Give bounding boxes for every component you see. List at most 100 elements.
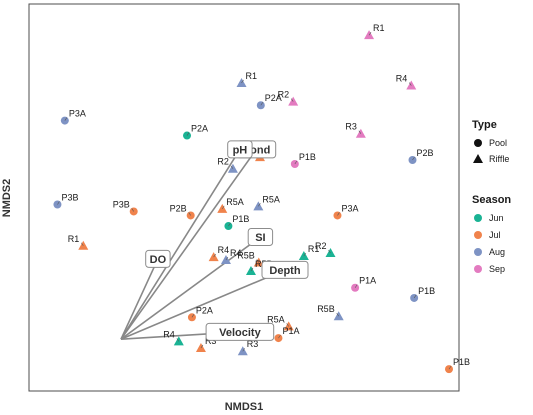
vector-label-depth: Depth — [261, 260, 309, 279]
point-label: R1 — [373, 23, 385, 33]
legend-type-label: Riffle — [489, 154, 509, 164]
point-leader — [188, 212, 191, 216]
point-label: P2B — [170, 203, 187, 213]
legend-season-label: Jul — [489, 230, 501, 240]
point-label: P3A — [341, 203, 358, 213]
point-label: R3 — [345, 122, 357, 132]
legend-type-title: Type — [472, 119, 497, 131]
point-label: P2A — [196, 305, 213, 315]
vector-si — [120, 236, 261, 340]
point-label: R4 — [218, 245, 230, 255]
point-label: P2A — [191, 124, 208, 134]
vector-label-text: SI — [255, 232, 265, 244]
point-label: P3A — [69, 109, 86, 119]
vector-label-box — [227, 140, 253, 159]
data-points: R1R4R1P2AR2P3AP2AR3R2P1BR2P2BP3BP3BR5AP1… — [53, 23, 470, 374]
point-label: P3B — [61, 193, 78, 203]
point-label: R1 — [68, 234, 80, 244]
point-leader — [286, 323, 289, 327]
point-leader — [358, 130, 362, 134]
x-axis-title: NMDS1 — [225, 401, 264, 413]
vector-label-velocity: Velocity — [205, 322, 275, 341]
legend: Type Pool Riffle Season Jun Jul Aug Sep — [472, 119, 511, 274]
point-leader — [241, 79, 244, 84]
point-label: P1B — [453, 357, 470, 367]
vector-label-text: Depth — [269, 265, 300, 277]
point-leader — [303, 252, 307, 257]
point-leader — [354, 284, 358, 288]
point-leader — [64, 117, 68, 121]
point-leader — [230, 165, 234, 169]
point-leader — [81, 242, 84, 246]
point-label: P3B — [113, 199, 130, 209]
point-label: R4 — [396, 74, 408, 84]
point-leader — [448, 365, 452, 370]
point-leader — [260, 102, 264, 106]
point-leader — [225, 256, 229, 261]
point-label: R5A — [262, 194, 280, 204]
vector-label-box — [205, 322, 275, 341]
point-leader — [186, 132, 190, 136]
vector-cond — [120, 148, 257, 340]
point-label: P2A — [265, 93, 282, 103]
point-leader — [337, 212, 340, 216]
point-label: R2 — [315, 241, 327, 251]
point-leader — [256, 259, 260, 263]
point-leader — [328, 249, 331, 254]
point-label: P1A — [359, 276, 376, 286]
legend-season-label: Jun — [489, 213, 504, 223]
point-leader — [368, 31, 372, 36]
point-leader — [191, 314, 195, 318]
vector-label-text: pH — [233, 144, 248, 156]
legend-season-title: Season — [472, 194, 511, 206]
point-label: R3 — [247, 339, 259, 349]
point-leader — [222, 205, 225, 210]
legend-jul-icon — [474, 231, 482, 239]
point-label: R2 — [278, 90, 290, 100]
vector-label-box — [261, 260, 309, 279]
vector-label-si: SI — [247, 228, 274, 246]
point-leader — [258, 203, 261, 207]
point-leader — [57, 201, 60, 205]
legend-riffle-icon — [473, 154, 483, 163]
point-label: R5B — [237, 251, 255, 261]
point-label: R3 — [205, 336, 217, 346]
point-label: R5B — [317, 304, 335, 314]
vector-label-box — [247, 228, 274, 246]
point-leader — [336, 313, 339, 317]
point-label: R1 — [308, 244, 320, 254]
vector-label-box — [145, 249, 171, 268]
vector-ph — [120, 148, 241, 340]
point-label: P1A — [282, 326, 299, 336]
point-leader — [242, 348, 246, 352]
point-leader — [228, 222, 231, 227]
y-axis-title: NMDS2 — [1, 179, 13, 218]
point-leader — [409, 82, 412, 86]
vector-label-text: Velocity — [219, 327, 261, 339]
point-leader — [278, 334, 281, 339]
legend-aug-icon — [474, 248, 482, 256]
vector-label-text: DO — [150, 254, 167, 266]
point-leader — [131, 208, 134, 212]
point-label: R4 — [163, 329, 175, 339]
point-label: R2 — [217, 157, 229, 167]
point-leader — [294, 160, 298, 165]
panel-border — [28, 3, 460, 392]
legend-season-label: Sep — [489, 264, 505, 274]
point-label: R4 — [230, 248, 242, 258]
point-label: P2B — [417, 148, 434, 158]
vector-label-ph: pH — [227, 140, 253, 159]
legend-jun-icon — [474, 214, 482, 222]
vector-label-do: DO — [145, 249, 171, 268]
point-leader — [413, 294, 417, 299]
point-leader — [250, 267, 254, 272]
vector-depth — [120, 269, 286, 340]
point-leader — [412, 156, 415, 161]
point-leader — [200, 344, 204, 349]
vector-do — [120, 258, 159, 340]
point-label: P1B — [299, 152, 316, 162]
point-label: P1B — [232, 214, 249, 224]
point-label: R5A — [267, 314, 285, 324]
point-label: R1 — [246, 71, 258, 81]
